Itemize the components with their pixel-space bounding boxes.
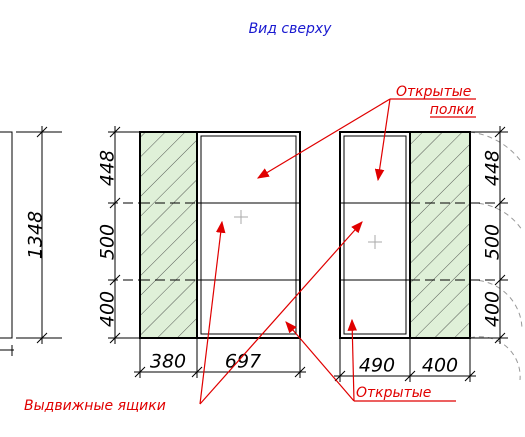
dimension: 1348 <box>25 211 47 259</box>
middle-cabinet: 448 500 400 380 697 <box>97 126 306 378</box>
dimension: 500 <box>97 224 119 260</box>
right-cabinet: 448 500 400 490 400 <box>334 126 523 382</box>
dimension: 400 <box>482 291 504 327</box>
label: Выдвижные ящики <box>24 398 166 414</box>
label: полки <box>430 102 474 118</box>
dimension: 380 <box>150 351 186 373</box>
view-title: Вид сверху <box>249 21 333 37</box>
dimension: 490 <box>359 355 395 377</box>
dimension: 500 <box>482 224 504 260</box>
dimension: 448 <box>97 150 119 186</box>
dimension: 697 <box>225 351 261 373</box>
left-panel: 1348 <box>0 126 62 356</box>
label: Открытые <box>356 385 431 401</box>
label: Открытые <box>396 84 471 100</box>
dimension: 448 <box>482 150 504 186</box>
annotations: Открытые полки Открытые Выдвижные ящики <box>24 84 476 414</box>
dimension: 400 <box>97 291 119 327</box>
dimension: 400 <box>422 355 458 377</box>
